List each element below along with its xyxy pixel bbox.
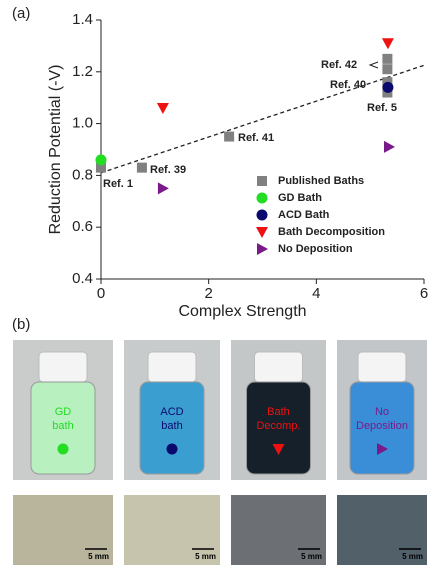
legend-label: Published Baths <box>278 175 364 187</box>
x-tick-label: 4 <box>312 285 320 302</box>
annotation: Ref. 40 <box>330 79 366 91</box>
vial-cap <box>358 352 406 382</box>
annotation: Ref. 41 <box>238 132 274 144</box>
scale-bar-label: 5 mm <box>195 552 216 561</box>
annotation-arrow <box>370 62 378 68</box>
annotation: Ref. 42 <box>321 59 357 71</box>
marker-triangle <box>384 141 395 153</box>
marker-circle <box>58 444 69 455</box>
marker-triangle <box>157 103 169 114</box>
y-axis-label: Reduction Potential (-V) <box>47 65 64 235</box>
marker-circle <box>382 82 393 93</box>
scale-bar-label: 5 mm <box>402 552 423 561</box>
marker-triangle <box>158 182 169 194</box>
legend-label: No Deposition <box>278 243 353 255</box>
y-tick-label: 1.2 <box>72 63 93 80</box>
y-tick-label: 0.8 <box>72 166 93 183</box>
legend-label: ACD Bath <box>278 209 330 221</box>
vial-label: Deposition <box>356 420 408 432</box>
marker-triangle <box>257 243 268 255</box>
x-tick-label: 0 <box>97 285 105 302</box>
marker-square <box>137 163 147 173</box>
marker-square <box>257 176 267 186</box>
x-tick-label: 6 <box>420 285 428 302</box>
vial-label: Decomp. <box>256 420 300 432</box>
y-tick-label: 0.4 <box>72 270 93 287</box>
scale-bar-label: 5 mm <box>88 552 109 561</box>
scale-bar-label: 5 mm <box>301 552 322 561</box>
marker-circle <box>167 444 178 455</box>
y-tick-label: 1.0 <box>72 115 93 132</box>
trendline <box>101 65 424 172</box>
marker-square <box>382 54 392 64</box>
marker-circle <box>257 193 268 204</box>
figure: (a) (b) 0.4 0.6 0.8 1.0 1.2 1.4 0 2 4 6 Complex St… <box>0 0 430 567</box>
vial-cap <box>39 352 87 382</box>
vial-label: Bath <box>267 406 290 418</box>
panel-label: (b) <box>12 316 30 333</box>
marker-circle <box>257 210 268 221</box>
marker-circle <box>96 154 107 165</box>
vial-cap <box>255 352 303 382</box>
marker-triangle <box>256 227 268 238</box>
x-axis-label: Complex Strength <box>178 303 306 320</box>
vial-label: No <box>375 406 389 418</box>
marker-triangle <box>382 38 394 49</box>
vial-label: ACD <box>160 406 183 418</box>
panel-label: (a) <box>12 5 30 22</box>
marker-square <box>382 64 392 74</box>
annotation: Ref. 5 <box>367 102 397 114</box>
y-tick-label: 0.6 <box>72 218 93 235</box>
legend-label: Bath Decomposition <box>278 226 385 238</box>
x-tick-label: 2 <box>204 285 212 302</box>
legend-label: GD Bath <box>278 192 322 204</box>
vial-label: bath <box>52 420 73 432</box>
y-tick-label: 1.4 <box>72 11 93 28</box>
marker-square <box>224 132 234 142</box>
vial-cap <box>148 352 196 382</box>
vial-label: GD <box>55 406 72 418</box>
annotation: Ref. 39 <box>150 164 186 176</box>
annotation: Ref. 1 <box>103 178 133 190</box>
vial-label: bath <box>161 420 182 432</box>
